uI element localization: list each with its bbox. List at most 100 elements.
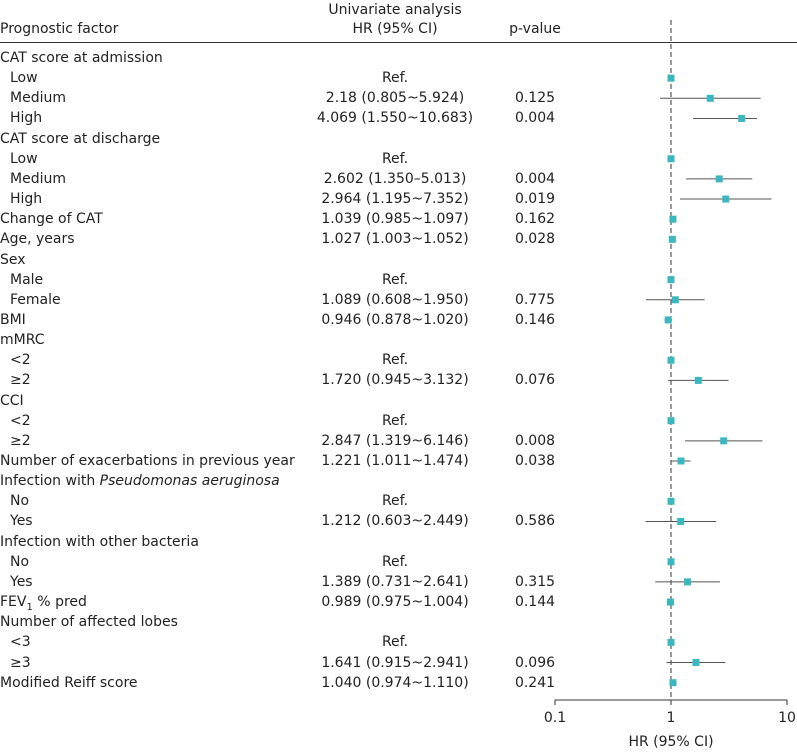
hr-marker xyxy=(720,437,728,445)
hr-value: 4.069 (1.550~10.683) xyxy=(316,110,474,127)
row-label: <2 xyxy=(10,352,31,369)
p-value: 0.144 xyxy=(514,594,556,611)
p-value: 0.586 xyxy=(514,513,556,530)
hr-value: Ref. xyxy=(381,352,409,369)
header-analysis: Univariate analysis xyxy=(328,2,462,18)
row-label: <3 xyxy=(10,634,31,651)
hr-marker xyxy=(669,215,677,223)
hr-value: 1.027 (1.003~1.052) xyxy=(321,231,469,248)
hr-value: 2.964 (1.195~7.352) xyxy=(321,191,469,208)
hr-marker xyxy=(667,497,675,505)
p-value: 0.315 xyxy=(514,573,556,590)
row-label: High xyxy=(10,191,43,208)
row-label: ≥2 xyxy=(10,432,31,449)
row-label: Female xyxy=(10,291,61,308)
hr-marker xyxy=(667,638,675,646)
hr-marker xyxy=(667,558,675,566)
hr-value: 1.221 (1.011~1.474) xyxy=(321,453,469,469)
hr-marker xyxy=(692,659,700,666)
hr-value: 1.389 (0.731~2.641) xyxy=(321,573,469,590)
hr-value: 1.720 (0.945~3.132) xyxy=(321,372,469,389)
hr-value: 1.212 (0.603~2.449) xyxy=(321,513,469,530)
row-label: mMRC xyxy=(0,332,45,349)
p-value: 0.028 xyxy=(514,231,556,248)
hr-marker xyxy=(666,598,674,606)
header-rule xyxy=(0,42,797,43)
hr-value: Ref. xyxy=(381,553,409,570)
hr-value: Ref. xyxy=(381,493,409,510)
x-tick-label: 0.1 xyxy=(544,710,566,726)
row-label: Number of exacerbations in previous year xyxy=(0,453,295,469)
row-label: CCI xyxy=(0,392,24,409)
hr-marker xyxy=(667,155,675,163)
hr-marker xyxy=(706,94,714,102)
row-label: Infection with other bacteria xyxy=(0,533,199,550)
hr-value: 2.847 (1.319~6.146) xyxy=(321,432,469,449)
hr-value: 1.039 (0.985~1.097) xyxy=(321,211,469,228)
hr-marker xyxy=(667,356,675,364)
row-label: FEV1 % pred xyxy=(0,594,87,613)
p-value: 0.076 xyxy=(514,372,556,389)
hr-marker xyxy=(684,578,692,586)
p-value: 0.008 xyxy=(514,432,556,449)
hr-value: 0.989 (0.975~1.004) xyxy=(321,594,469,611)
row-label: No xyxy=(10,553,30,570)
p-value: 0.241 xyxy=(514,674,556,691)
hr-marker xyxy=(677,517,685,525)
hr-marker xyxy=(694,376,702,384)
row-label: Yes xyxy=(10,513,33,530)
x-tick-label: 1 xyxy=(667,710,676,726)
hr-value: Ref. xyxy=(381,70,409,87)
p-value: 0.775 xyxy=(514,291,556,308)
p-value: 0.162 xyxy=(514,211,556,228)
hr-value: 0.946 (0.878~1.020) xyxy=(321,311,469,328)
row-label: CAT score at discharge xyxy=(0,130,161,147)
x-axis-label: HR (95% CI) xyxy=(628,734,713,750)
x-tick-label: 10 xyxy=(778,710,796,726)
row-label: Medium xyxy=(10,170,66,187)
row-label: BMI xyxy=(0,311,26,328)
hr-marker xyxy=(667,417,675,425)
hr-value: 1.040 (0.974~1.110) xyxy=(321,674,469,691)
header-factor: Prognostic factor xyxy=(0,21,119,37)
hr-value: Ref. xyxy=(381,412,409,429)
p-value: 0.004 xyxy=(514,170,556,187)
row-label: No xyxy=(10,493,30,510)
p-value: 0.004 xyxy=(514,110,556,127)
hr-value: Ref. xyxy=(381,150,409,167)
row-label: Change of CAT xyxy=(0,211,103,228)
hr-marker xyxy=(722,195,730,203)
row-label: Medium xyxy=(10,90,66,107)
header-pvalue: p-value xyxy=(509,21,561,37)
p-value: 0.096 xyxy=(514,654,556,671)
hr-value: 2.602 (1.350–5.013) xyxy=(323,170,467,187)
hr-value: 1.089 (0.608~1.950) xyxy=(321,291,469,308)
p-value: 0.125 xyxy=(514,90,556,107)
row-label: Number of affected lobes xyxy=(0,614,178,631)
row-label: Modified Reiff score xyxy=(0,674,138,691)
hr-marker xyxy=(715,175,723,183)
hr-marker xyxy=(667,276,675,284)
hr-value: Ref. xyxy=(381,634,409,651)
hr-marker xyxy=(671,296,679,304)
row-label: ≥3 xyxy=(10,654,31,671)
row-label: Infection with Pseudomonas aeruginosa xyxy=(0,473,280,490)
hr-marker xyxy=(664,316,672,324)
hr-marker xyxy=(668,235,676,243)
hr-marker xyxy=(738,114,746,122)
p-value: 0.146 xyxy=(514,311,556,328)
hr-value: 2.18 (0.805~5.924) xyxy=(325,90,465,107)
row-label: High xyxy=(10,110,43,127)
row-label: Male xyxy=(10,271,44,288)
hr-value: 1.641 (0.915~2.941) xyxy=(321,654,469,671)
hr-marker xyxy=(677,457,685,465)
row-label: Age, years xyxy=(0,231,75,248)
row-label: ≥2 xyxy=(10,372,31,389)
hr-value: Ref. xyxy=(381,271,409,288)
header-hr: HR (95% CI) xyxy=(352,21,438,37)
row-label: Sex xyxy=(0,251,26,268)
row-label: Low xyxy=(10,70,38,87)
row-label: Low xyxy=(10,150,38,167)
p-value: 0.019 xyxy=(514,191,556,208)
